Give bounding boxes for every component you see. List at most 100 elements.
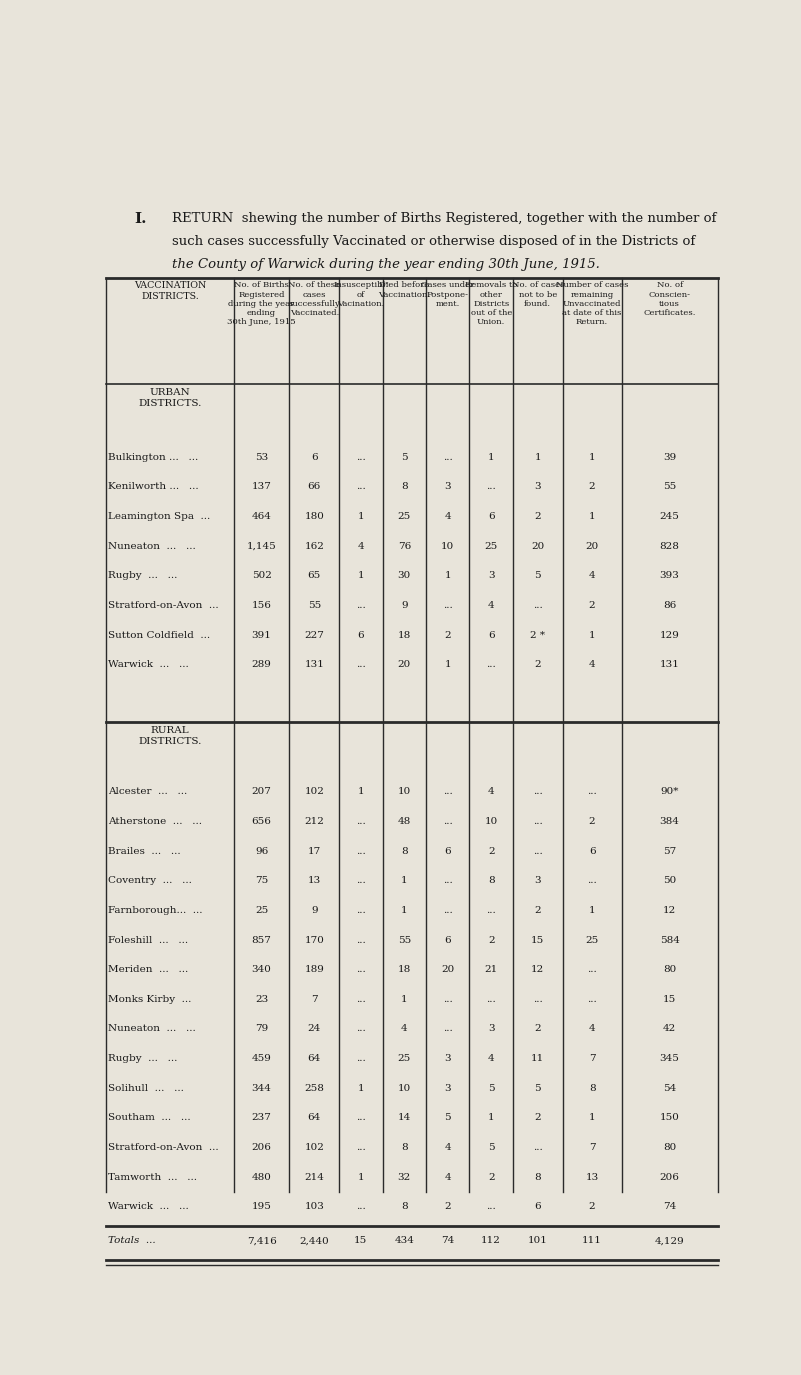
Text: 393: 393	[660, 571, 679, 580]
Text: ...: ...	[486, 906, 496, 914]
Text: 65: 65	[308, 571, 321, 580]
Text: 5: 5	[488, 1143, 494, 1152]
Text: 80: 80	[663, 965, 676, 973]
Text: 18: 18	[397, 965, 411, 973]
Text: 4: 4	[445, 1173, 451, 1181]
Text: 25: 25	[485, 542, 498, 550]
Text: 6: 6	[311, 452, 318, 462]
Text: 6: 6	[589, 847, 595, 855]
Text: RETURN  shewing the number of Births Registered, together with the number of: RETURN shewing the number of Births Regi…	[171, 212, 716, 224]
Text: 8: 8	[401, 483, 408, 491]
Text: 1: 1	[589, 1114, 595, 1122]
Text: 4: 4	[488, 601, 494, 610]
Text: ...: ...	[533, 847, 542, 855]
Text: 42: 42	[663, 1024, 676, 1034]
Text: 15: 15	[354, 1236, 368, 1246]
Text: Kenilworth ...   ...: Kenilworth ... ...	[108, 483, 199, 491]
Text: 2: 2	[589, 601, 595, 610]
Text: ...: ...	[587, 788, 597, 796]
Text: Alcester  ...   ...: Alcester ... ...	[108, 788, 187, 796]
Text: Insusceptiblᵉ
of
Vacination.: Insusceptiblᵉ of Vacination.	[333, 282, 388, 308]
Text: 1: 1	[589, 512, 595, 521]
Text: 6: 6	[357, 631, 364, 639]
Text: 3: 3	[488, 1024, 494, 1034]
Text: 24: 24	[308, 1024, 321, 1034]
Text: ...: ...	[486, 994, 496, 1004]
Text: Atherstone  ...   ...: Atherstone ... ...	[108, 817, 202, 826]
Text: I.: I.	[135, 212, 147, 226]
Text: 20: 20	[441, 965, 454, 973]
Text: Cases under
Postpone-
ment.: Cases under Postpone- ment.	[421, 282, 474, 308]
Text: 7: 7	[589, 1143, 595, 1152]
Text: 206: 206	[252, 1143, 272, 1152]
Text: 48: 48	[397, 817, 411, 826]
Text: 1: 1	[401, 994, 408, 1004]
Text: 2: 2	[534, 512, 541, 521]
Text: 12: 12	[531, 965, 545, 973]
Text: ...: ...	[443, 876, 453, 886]
Text: 3: 3	[534, 876, 541, 886]
Text: ...: ...	[356, 935, 366, 945]
Text: 502: 502	[252, 571, 272, 580]
Text: 55: 55	[663, 483, 676, 491]
Text: Coventry  ...   ...: Coventry ... ...	[108, 876, 192, 886]
Text: 5: 5	[488, 1084, 494, 1093]
Text: 2: 2	[589, 483, 595, 491]
Text: ...: ...	[356, 1202, 366, 1211]
Text: RURAL
DISTRICTS.: RURAL DISTRICTS.	[139, 726, 202, 745]
Text: 4: 4	[445, 512, 451, 521]
Text: 828: 828	[660, 542, 679, 550]
Text: 8: 8	[488, 876, 494, 886]
Text: 25: 25	[397, 512, 411, 521]
Text: 12: 12	[663, 906, 676, 914]
Text: 5: 5	[445, 1114, 451, 1122]
Text: ...: ...	[356, 601, 366, 610]
Text: ...: ...	[486, 1202, 496, 1211]
Text: 131: 131	[660, 660, 679, 670]
Text: 131: 131	[304, 660, 324, 670]
Text: 1: 1	[488, 452, 494, 462]
Text: ...: ...	[587, 994, 597, 1004]
Text: No. of Births
Registered
during the year
ending
30th June, 1915: No. of Births Registered during the year…	[227, 282, 296, 326]
Text: 6: 6	[488, 512, 494, 521]
Text: 129: 129	[660, 631, 679, 639]
Text: ...: ...	[533, 1143, 542, 1152]
Text: ...: ...	[356, 1114, 366, 1122]
Text: 3: 3	[445, 1055, 451, 1063]
Text: 1: 1	[589, 631, 595, 639]
Text: No. of these
cases
successfully
Vaccinated.: No. of these cases successfully Vaccinat…	[288, 282, 340, 318]
Text: 20: 20	[397, 660, 411, 670]
Text: 15: 15	[531, 935, 545, 945]
Text: 4: 4	[589, 1024, 595, 1034]
Text: 584: 584	[660, 935, 679, 945]
Text: 112: 112	[481, 1236, 501, 1246]
Text: Leamington Spa  ...: Leamington Spa ...	[108, 512, 211, 521]
Text: 90*: 90*	[661, 788, 679, 796]
Text: 1: 1	[357, 788, 364, 796]
Text: Number of cases
remaining
Unvaccinated
at date of this
Return.: Number of cases remaining Unvaccinated a…	[556, 282, 628, 326]
Text: ...: ...	[443, 601, 453, 610]
Text: ...: ...	[443, 906, 453, 914]
Text: 137: 137	[252, 483, 272, 491]
Text: 2: 2	[534, 1024, 541, 1034]
Text: Warwick  ...   ...: Warwick ... ...	[108, 1202, 189, 1211]
Text: 1: 1	[445, 660, 451, 670]
Text: 206: 206	[660, 1173, 679, 1181]
Text: ...: ...	[443, 994, 453, 1004]
Text: 2: 2	[488, 1173, 494, 1181]
Text: 2: 2	[445, 1202, 451, 1211]
Text: 4: 4	[488, 1055, 494, 1063]
Text: 8: 8	[401, 1202, 408, 1211]
Text: 7,416: 7,416	[247, 1236, 276, 1246]
Text: 66: 66	[308, 483, 321, 491]
Text: 1: 1	[357, 512, 364, 521]
Text: 76: 76	[397, 542, 411, 550]
Text: 2: 2	[589, 1202, 595, 1211]
Text: 6: 6	[534, 1202, 541, 1211]
Text: 2: 2	[589, 817, 595, 826]
Text: ...: ...	[443, 1024, 453, 1034]
Text: 2 *: 2 *	[530, 631, 545, 639]
Text: 8: 8	[534, 1173, 541, 1181]
Text: 180: 180	[304, 512, 324, 521]
Text: 1,145: 1,145	[247, 542, 276, 550]
